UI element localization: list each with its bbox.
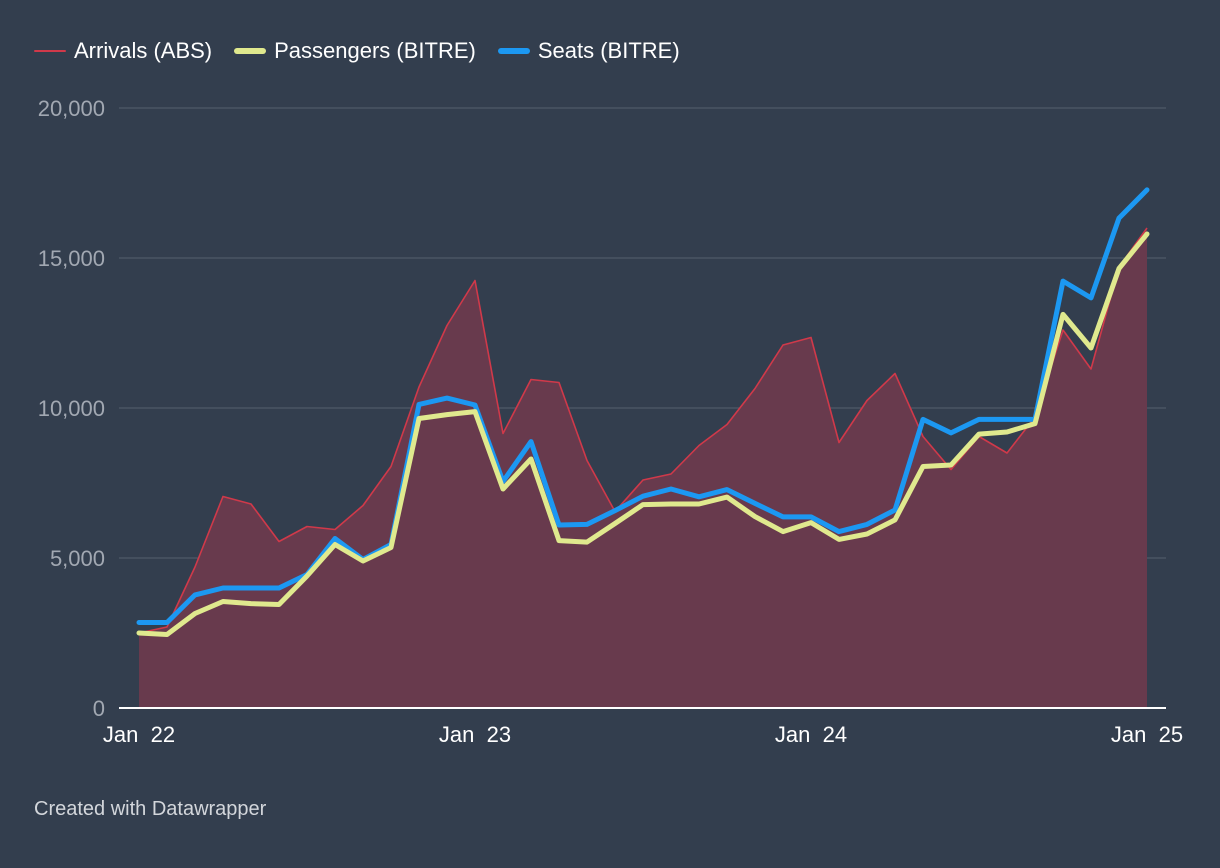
x-tick-label: Jan 22 xyxy=(103,722,175,747)
line-layer xyxy=(136,187,1150,637)
y-tick-label: 10,000 xyxy=(38,396,105,421)
area-layer xyxy=(138,227,1148,708)
y-tick-label: 20,000 xyxy=(38,96,105,121)
y-tick-label: 0 xyxy=(93,696,105,721)
area-arrivals-abs xyxy=(139,228,1147,708)
credit-footer: Created with Datawrapper xyxy=(34,798,267,820)
legend-item-passengers[interactable]: Passengers (BITRE) xyxy=(234,38,476,64)
y-tick-label: 15,000 xyxy=(38,246,105,271)
legend-swatch-passengers xyxy=(234,48,267,54)
legend-swatch-arrivals xyxy=(34,50,66,52)
legend-swatch-seats xyxy=(497,48,530,54)
x-axis-labels: Jan 22 Jan 23 Jan 24 Jan 25 xyxy=(103,722,1183,747)
x-tick-label: Jan 24 xyxy=(775,722,847,747)
legend-item-seats[interactable]: Seats (BITRE) xyxy=(497,38,680,64)
legend-label-passengers: Passengers (BITRE) xyxy=(274,38,476,63)
legend-item-arrivals[interactable]: Arrivals (ABS) xyxy=(34,38,212,64)
legend-label-arrivals: Arrivals (ABS) xyxy=(74,38,213,63)
x-tick-label: Jan 23 xyxy=(439,722,511,747)
legend: Arrivals (ABS) Passengers (BITRE) Seats … xyxy=(34,38,680,64)
y-tick-label: 5,000 xyxy=(50,546,105,571)
x-tick-label: Jan 25 xyxy=(1111,722,1183,747)
series-line-passengers-bitre xyxy=(136,231,1150,637)
y-axis-labels: 0 5,000 10,000 15,000 20,000 xyxy=(38,96,105,721)
legend-label-seats: Seats (BITRE) xyxy=(537,38,680,63)
